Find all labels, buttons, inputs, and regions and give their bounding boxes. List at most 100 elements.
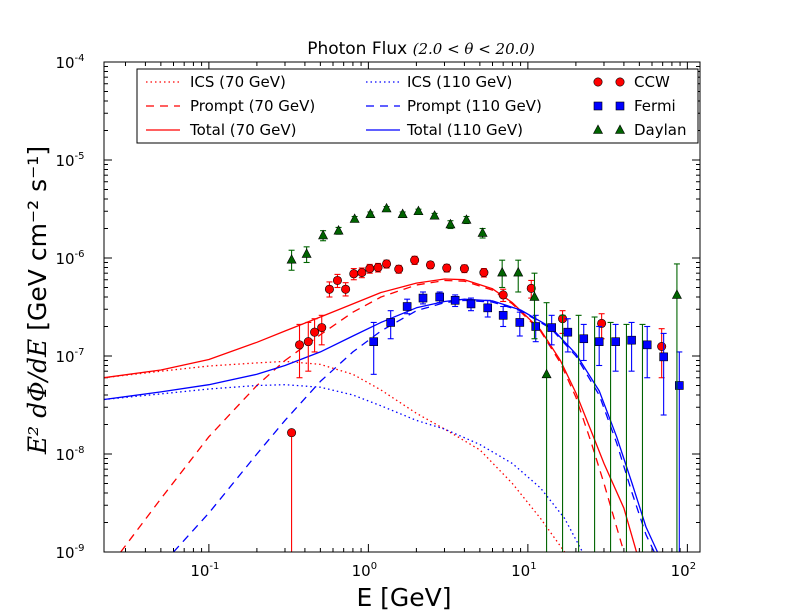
legend-label: Total (70 GeV) <box>189 121 296 139</box>
y-tick-label: 10-4 <box>55 53 84 72</box>
data-point-ccw <box>324 284 334 294</box>
plot-frame <box>103 61 701 553</box>
series-fermi <box>369 291 684 552</box>
series-ccw <box>287 255 667 552</box>
legend-marker <box>593 77 603 87</box>
legend-label: CCW <box>634 73 670 91</box>
legend-entry-ccw: CCW <box>593 73 670 91</box>
legend-marker <box>593 124 603 134</box>
data-point-fermi <box>659 352 668 362</box>
data-point-daylan <box>529 291 540 301</box>
data-point-daylan <box>349 213 360 223</box>
data-point-fermi <box>531 322 541 331</box>
y-tick-label: 10-9 <box>55 543 84 562</box>
data-point-ccw <box>317 323 327 333</box>
data-point-fermi <box>579 334 589 344</box>
data-point-ccw <box>303 337 313 347</box>
tick-labels: 10-1 100 101 102 10-9 10-8 10-7 10-6 10-5 10-4 <box>55 53 696 580</box>
data-point-ccw <box>349 269 359 279</box>
data-point-fermi <box>642 340 652 350</box>
legend-entry-daylan: Daylan <box>593 121 687 139</box>
y-tick-label: 10-5 <box>55 151 84 170</box>
x-tick-label: 10-1 <box>190 561 219 580</box>
data-point-ccw <box>597 318 607 328</box>
curve-prompt-110-gev <box>173 299 655 552</box>
legend-label: Prompt (110 GeV) <box>407 97 542 115</box>
legend-marker <box>615 101 625 111</box>
data-point-daylan <box>318 229 329 240</box>
x-tick-label: 100 <box>352 561 377 580</box>
data-point-ccw <box>310 327 320 337</box>
data-point-fermi <box>611 337 620 346</box>
legend-entry-prompt-70-gev: Prompt (70 GeV) <box>146 97 315 115</box>
data-point-fermi <box>674 381 684 390</box>
y-tick-label: 10-8 <box>55 445 84 464</box>
data-points <box>286 202 684 552</box>
data-point-fermi <box>435 292 444 302</box>
legend-entry-total-70-gev: Total (70 GeV) <box>146 121 296 139</box>
data-point-fermi <box>386 318 395 327</box>
data-point-fermi <box>483 303 493 313</box>
data-point-daylan <box>445 218 456 229</box>
legend-marker <box>593 101 603 111</box>
data-point-fermi <box>450 296 460 305</box>
data-point-ccw <box>287 428 297 438</box>
legend: ICS (70 GeV) Prompt (70 GeV) Total (70 GeV… <box>136 68 699 144</box>
data-point-daylan <box>429 210 440 220</box>
data-point-ccw <box>657 342 667 352</box>
data-point-fermi <box>369 337 379 346</box>
data-point-ccw <box>459 264 469 274</box>
legend-label: Total (110 GeV) <box>406 121 523 139</box>
curve-ics-70-gev <box>104 360 566 552</box>
data-point-fermi <box>466 299 476 309</box>
data-point-ccw <box>479 268 489 278</box>
curve-prompt-70-gev <box>120 279 625 552</box>
x-tick-label: 101 <box>511 561 536 580</box>
legend-label: ICS (110 GeV) <box>407 73 512 91</box>
data-point-fermi <box>498 311 508 320</box>
legend-label: Prompt (70 GeV) <box>190 97 315 115</box>
data-point-ccw <box>341 284 351 294</box>
series-daylan <box>286 202 682 552</box>
data-point-daylan <box>461 214 472 224</box>
legend-marker <box>615 124 625 134</box>
x-tick-label: 102 <box>671 561 696 580</box>
data-point-ccw <box>526 283 536 293</box>
data-point-ccw <box>410 255 420 265</box>
data-point-daylan <box>671 289 682 299</box>
data-point-daylan <box>381 202 392 213</box>
data-point-daylan <box>513 266 524 277</box>
data-point-ccw <box>295 340 305 350</box>
data-point-ccw <box>425 260 435 270</box>
data-point-ccw <box>498 290 508 300</box>
data-point-ccw <box>357 268 367 278</box>
curve-total-70-gev <box>104 278 638 552</box>
data-point-daylan <box>333 225 344 235</box>
data-point-daylan <box>541 368 552 379</box>
data-point-fermi <box>594 337 604 346</box>
legend-entry-total-110-gev: Total (110 GeV) <box>366 121 523 139</box>
data-point-daylan <box>397 208 408 218</box>
legend-box <box>136 68 699 144</box>
data-point-fermi <box>547 323 556 332</box>
data-point-daylan <box>413 205 424 216</box>
data-point-fermi <box>515 318 525 327</box>
data-point-fermi <box>402 302 412 311</box>
legend-entry-prompt-110-gev: Prompt (110 GeV) <box>366 97 542 115</box>
data-point-ccw <box>365 264 375 274</box>
data-point-ccw <box>394 264 404 274</box>
data-point-daylan <box>477 227 488 237</box>
model-curves <box>104 278 659 552</box>
y-axis-label: E² dΦ/dE [GeV cm⁻² s⁻¹] <box>23 146 52 455</box>
y-tick-label: 10-6 <box>55 249 84 268</box>
legend-label: Daylan <box>634 121 687 139</box>
legend-label: Fermi <box>634 97 676 115</box>
data-point-daylan <box>365 208 376 218</box>
legend-entry-ics-70-gev: ICS (70 GeV) <box>146 73 286 91</box>
data-point-ccw <box>382 259 392 269</box>
data-point-fermi <box>563 327 573 337</box>
data-point-fermi <box>627 335 636 345</box>
data-point-fermi <box>418 293 428 303</box>
legend-entry-ics-110-gev: ICS (110 GeV) <box>366 73 512 91</box>
